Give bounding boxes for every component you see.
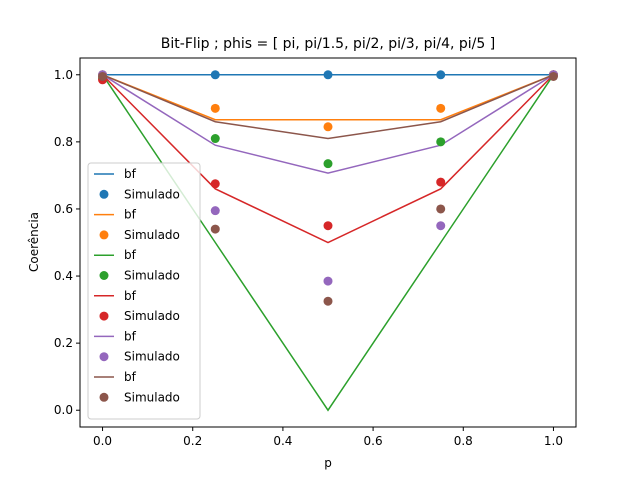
legend-marker-swatch [99, 189, 109, 199]
y-tick-label: 0.4 [54, 269, 73, 283]
series-line [102, 74, 554, 244]
data-point [548, 71, 558, 81]
legend-label: bf [124, 289, 137, 303]
legend-label: bf [124, 167, 137, 181]
x-axis: 0.0 0.2 0.4 0.6 0.8 1.0 [93, 427, 563, 448]
data-point [323, 159, 333, 169]
data-point [323, 122, 333, 132]
x-tick-label: 0.0 [93, 434, 112, 448]
axes-frame [79, 57, 577, 428]
data-point [210, 179, 220, 189]
data-point [436, 177, 446, 187]
legend-label: bf [124, 370, 137, 384]
legend-marker-swatch [99, 230, 109, 240]
x-tick-label: 0.6 [364, 434, 383, 448]
legend-label: Simulado [124, 390, 180, 404]
x-tick-label: 1.0 [544, 434, 563, 448]
legend-label: Simulado [124, 350, 180, 364]
data-point [323, 70, 333, 80]
data-point [210, 103, 220, 113]
legend: bf Simulado bf Simulado bf Simulado bf Simulado… [87, 162, 201, 420]
data-point [436, 204, 446, 214]
legend-label: bf [124, 329, 137, 343]
data-point [323, 221, 333, 231]
y-tick-label: 0.0 [54, 403, 73, 417]
legend-label: Simulado [124, 269, 180, 283]
data-point [210, 134, 220, 144]
x-tick-label: 0.2 [183, 434, 202, 448]
legend-label: Simulado [124, 309, 180, 323]
series-line [102, 74, 554, 174]
legend-marker-swatch [99, 271, 109, 280]
y-axis-label: Coerência [27, 212, 41, 272]
series-line [102, 74, 554, 121]
legend-marker-swatch [99, 392, 109, 402]
data-point [323, 296, 333, 306]
x-tick-label: 0.4 [273, 434, 292, 448]
y-tick-label: 0.6 [54, 202, 73, 216]
series-line [102, 74, 554, 140]
y-tick-label: 1.0 [54, 68, 73, 82]
legend-label: bf [124, 248, 137, 262]
legend-box [87, 162, 201, 420]
legend-label: Simulado [124, 228, 180, 242]
data-point [436, 70, 446, 80]
data-point [210, 70, 220, 80]
legend-label: Simulado [124, 187, 180, 201]
legend-marker-swatch [99, 311, 109, 321]
data-point [98, 71, 108, 81]
chart-title: Bit-Flip ; phis = [ pi, pi/1.5, pi/2, pi… [161, 36, 495, 52]
y-tick-label: 0.2 [54, 336, 73, 350]
y-tick-label: 0.8 [54, 135, 73, 149]
x-tick-label: 0.8 [454, 434, 473, 448]
y-axis: 0.0 0.2 0.4 0.6 0.8 1.0 [54, 68, 80, 417]
data-point [436, 137, 446, 147]
data-point [436, 221, 446, 231]
data-point [323, 276, 333, 286]
data-point [436, 103, 446, 113]
x-axis-label: p [324, 456, 332, 470]
legend-marker-swatch [99, 352, 109, 362]
legend-label: bf [124, 208, 137, 222]
data-point [210, 206, 220, 216]
data-point [210, 224, 220, 234]
